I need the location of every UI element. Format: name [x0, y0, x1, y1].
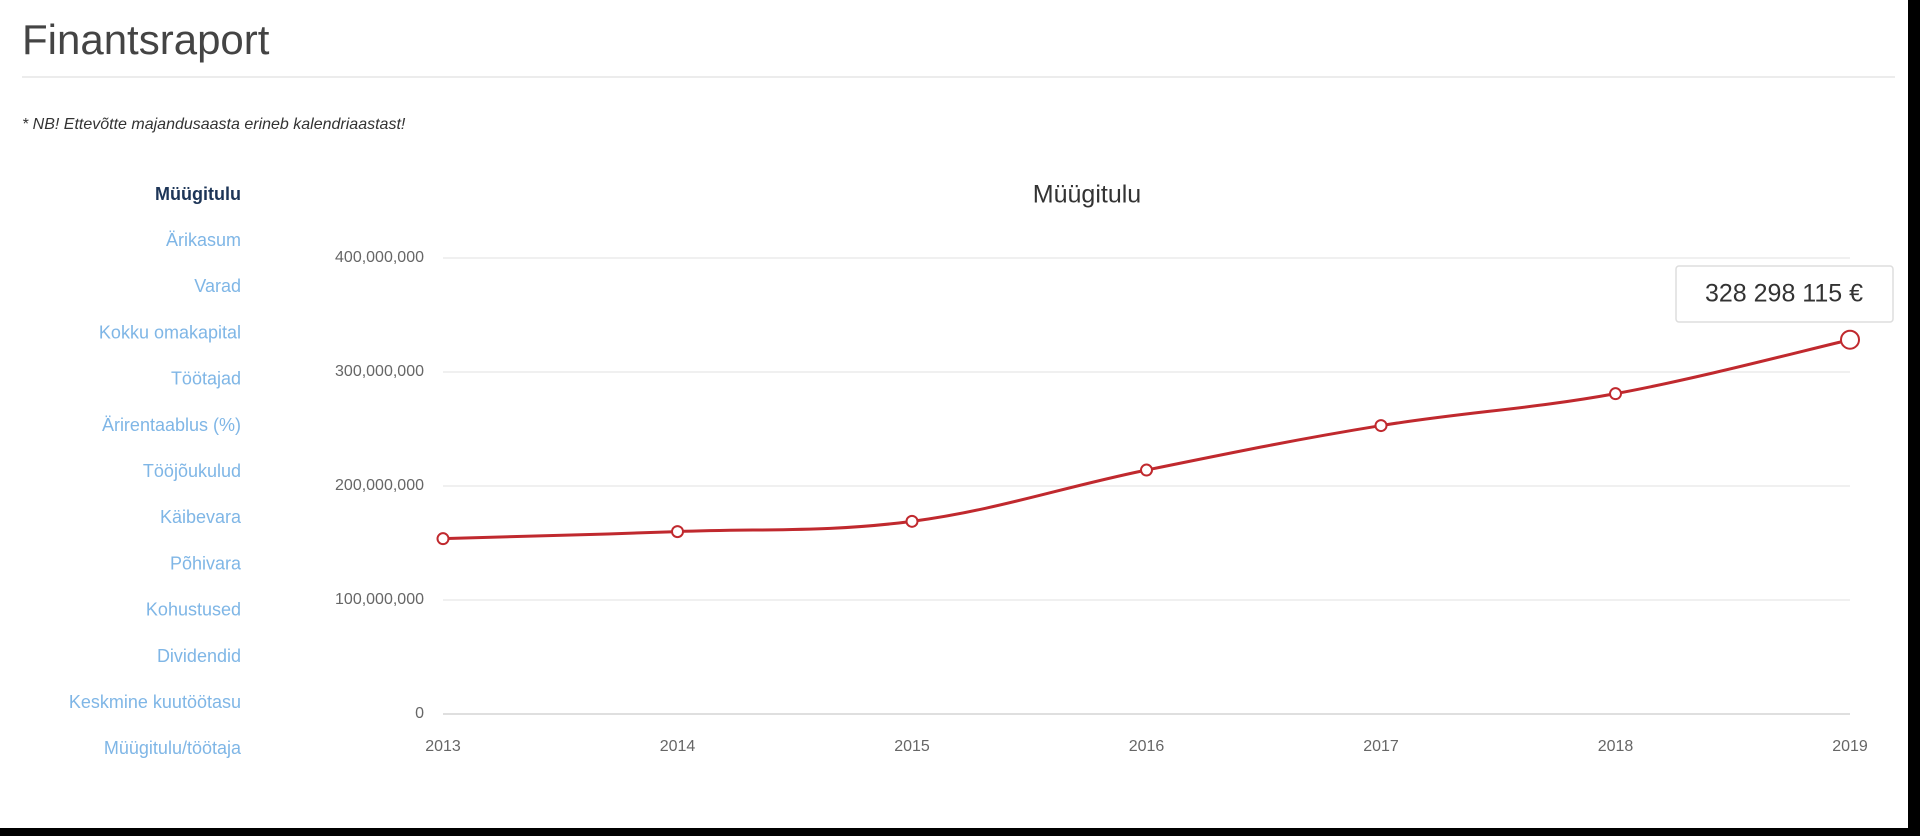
y-tick-label: 100,000,000: [335, 591, 424, 608]
page-title: Finantsraport: [22, 16, 270, 63]
menu-item[interactable]: Keskmine kuutöötasu: [69, 692, 241, 712]
menu-item[interactable]: Varad: [194, 276, 241, 296]
y-tick-label: 0: [415, 705, 424, 722]
x-tick-label: 2018: [1598, 738, 1634, 755]
x-tick-label: 2019: [1832, 738, 1868, 755]
x-tick-label: 2016: [1129, 738, 1165, 755]
chart-title: Müügitulu: [1033, 181, 1141, 209]
fiscal-note: * NB! Ettevõtte majandusaasta erineb kal…: [22, 116, 406, 133]
data-point[interactable]: [1374, 419, 1388, 433]
frame-edge: [1908, 0, 1920, 836]
data-point[interactable]: [905, 514, 919, 528]
y-tick-label: 400,000,000: [335, 249, 424, 266]
menu-item[interactable]: Ärikasum: [166, 230, 241, 250]
menu-item[interactable]: Ärirentaablus (%): [102, 415, 241, 435]
menu-item[interactable]: Kokku omakapital: [99, 322, 241, 342]
data-point[interactable]: [1840, 329, 1860, 350]
menu-item[interactable]: Põhivara: [170, 553, 242, 573]
x-tick-label: 2014: [660, 738, 696, 755]
y-tick-label: 200,000,000: [335, 477, 424, 494]
data-point[interactable]: [1609, 387, 1622, 401]
y-tick-label: 300,000,000: [335, 363, 424, 380]
menu-item[interactable]: Müügitulu/töötaja: [104, 738, 242, 758]
menu-item[interactable]: Dividendid: [157, 646, 241, 666]
menu-item[interactable]: Tööjõukulud: [143, 461, 241, 481]
frame-edge: [0, 828, 1920, 836]
menu-item[interactable]: Müügitulu: [155, 184, 241, 204]
menu-item[interactable]: Töötajad: [171, 369, 241, 389]
data-point[interactable]: [1140, 463, 1153, 477]
tooltip-box: [1675, 265, 1894, 323]
data-point[interactable]: [436, 532, 450, 546]
menu-item[interactable]: Käibevara: [160, 507, 242, 527]
x-tick-label: 2015: [894, 738, 930, 755]
x-tick-label: 2017: [1363, 738, 1399, 755]
series-line: [442, 338, 1851, 541]
tooltip-label: 328 298 115 €: [1705, 280, 1863, 308]
x-tick-label: 2013: [425, 738, 461, 755]
data-point[interactable]: [671, 525, 684, 539]
menu-item[interactable]: Kohustused: [146, 600, 241, 620]
